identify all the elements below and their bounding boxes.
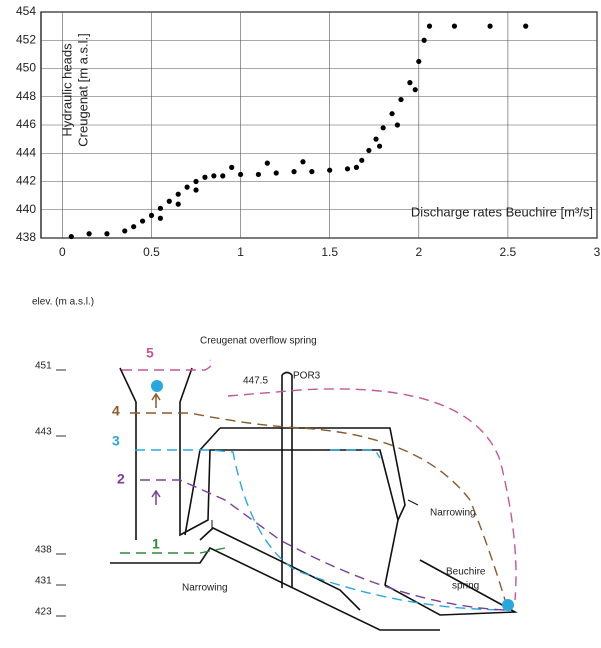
point — [122, 228, 128, 234]
point — [376, 143, 383, 149]
por3-label: POR3 — [293, 371, 321, 382]
point — [344, 166, 351, 172]
point — [237, 171, 244, 178]
x-tick-label: 0 — [59, 245, 66, 259]
y-tick-label: 448 — [16, 89, 36, 103]
y-tick-label: 444 — [16, 145, 36, 159]
point — [131, 224, 137, 230]
elevation: 451 — [35, 361, 52, 372]
point — [398, 96, 404, 103]
point — [300, 159, 306, 165]
point — [157, 215, 163, 221]
arrow — [151, 392, 161, 408]
spring-icon — [502, 599, 514, 611]
overflow-label: Creugenat overflow spring — [200, 336, 317, 347]
x-tick-label: 1.5 — [321, 245, 338, 259]
level: 3 — [112, 433, 120, 449]
spring-label: Beuchire — [446, 567, 486, 578]
point — [407, 80, 413, 86]
point — [202, 174, 208, 180]
point — [104, 231, 110, 237]
x-tick-label: 2.5 — [500, 245, 517, 259]
point — [193, 178, 199, 185]
y-label: Hydraulic heads — [59, 43, 74, 137]
point — [211, 173, 217, 179]
point — [264, 160, 270, 166]
point — [184, 184, 190, 190]
karst-conduits — [110, 367, 518, 631]
elevation: 438 — [35, 545, 52, 556]
level: 5 — [146, 345, 154, 361]
y-label: Creugenat [m a.s.l.] — [75, 33, 90, 146]
point — [380, 125, 386, 131]
x-tick-label: 1 — [237, 245, 244, 259]
level: 2 — [117, 471, 125, 487]
point — [523, 23, 529, 29]
point — [394, 122, 401, 128]
point — [157, 205, 163, 211]
point — [255, 171, 262, 178]
point — [327, 167, 333, 173]
y-tick-label: 452 — [16, 32, 36, 46]
point — [193, 187, 199, 193]
elevation: 423 — [35, 607, 52, 618]
y-tick-label: 442 — [16, 174, 36, 188]
x-tick-label: 2 — [415, 245, 422, 259]
elevation: 443 — [35, 427, 52, 438]
point — [426, 23, 433, 29]
por3-elev: 447.5 — [243, 376, 268, 387]
pointer — [211, 499, 419, 530]
water-levels — [120, 359, 517, 611]
point — [373, 136, 379, 142]
point — [412, 87, 418, 93]
x-tick-label: 0.5 — [143, 245, 160, 259]
point — [273, 170, 279, 176]
spring-icon — [151, 380, 163, 392]
arrow — [151, 489, 161, 505]
y-tick-label: 454 — [16, 4, 36, 18]
elev-title: elev. (m a.s.l.) — [32, 297, 94, 308]
y-tick-label: 438 — [16, 230, 36, 244]
x-tick-label: 3 — [594, 245, 601, 259]
diagram: elev. (m a.s.l.) 451 443 438 431 423 5 4… — [32, 297, 518, 631]
level: 4 — [112, 403, 120, 419]
point — [86, 231, 92, 237]
point — [366, 147, 372, 154]
narrowing-label: Narrowing — [430, 508, 476, 519]
y-tick-label: 440 — [16, 202, 36, 216]
y-tick-label: 446 — [16, 117, 36, 131]
point — [220, 173, 226, 179]
elevation: 431 — [35, 576, 52, 587]
narrowing-label: Narrowing — [182, 583, 228, 594]
point — [389, 111, 395, 117]
point — [175, 201, 181, 207]
point — [487, 23, 493, 29]
point — [166, 198, 172, 204]
point — [359, 157, 365, 163]
point — [309, 169, 315, 175]
point — [139, 218, 146, 224]
x-label: Discharge rates Beuchire [m³/s] — [411, 204, 593, 219]
point — [416, 58, 422, 65]
point — [68, 233, 74, 240]
point — [148, 212, 155, 218]
point — [175, 191, 181, 197]
spring-label: spring — [452, 581, 479, 592]
y-tick-label: 450 — [16, 61, 36, 75]
point — [229, 164, 235, 170]
point — [451, 23, 458, 29]
point — [291, 169, 297, 175]
elevation-ticks — [56, 369, 66, 617]
level: 1 — [152, 536, 160, 552]
point — [421, 37, 427, 43]
point — [353, 164, 360, 170]
